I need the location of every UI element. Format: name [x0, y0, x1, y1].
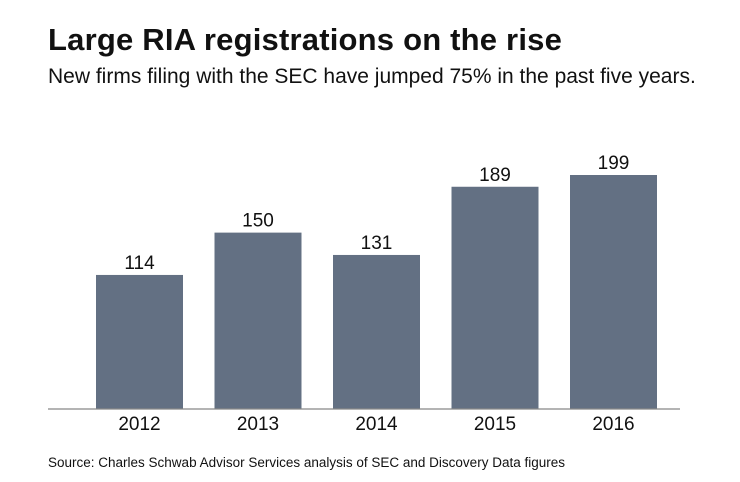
x-tick-label-2013: 2013 [237, 414, 279, 435]
data-label-2014: 131 [361, 233, 393, 254]
bar-2012 [96, 274, 183, 409]
x-tick-label-2016: 2016 [592, 414, 634, 435]
bar-2016 [570, 175, 657, 409]
x-tick-label-2015: 2015 [474, 414, 516, 435]
bar-2013 [214, 232, 302, 409]
source-note: Source: Charles Schwab Advisor Services … [48, 455, 565, 470]
data-label-2013: 150 [242, 211, 274, 232]
chart-subtitle: New firms filing with the SEC have jumpe… [48, 65, 696, 88]
bar-2014 [333, 254, 420, 409]
data-label-2012: 114 [124, 253, 155, 274]
chart-title: Large RIA registrations on the rise [48, 22, 563, 57]
x-tick-label-2014: 2014 [355, 414, 398, 435]
data-label-2015: 189 [479, 165, 511, 186]
bar-2015 [451, 186, 539, 409]
x-tick-label-2012: 2012 [118, 414, 160, 435]
data-label-2016: 199 [598, 153, 630, 174]
